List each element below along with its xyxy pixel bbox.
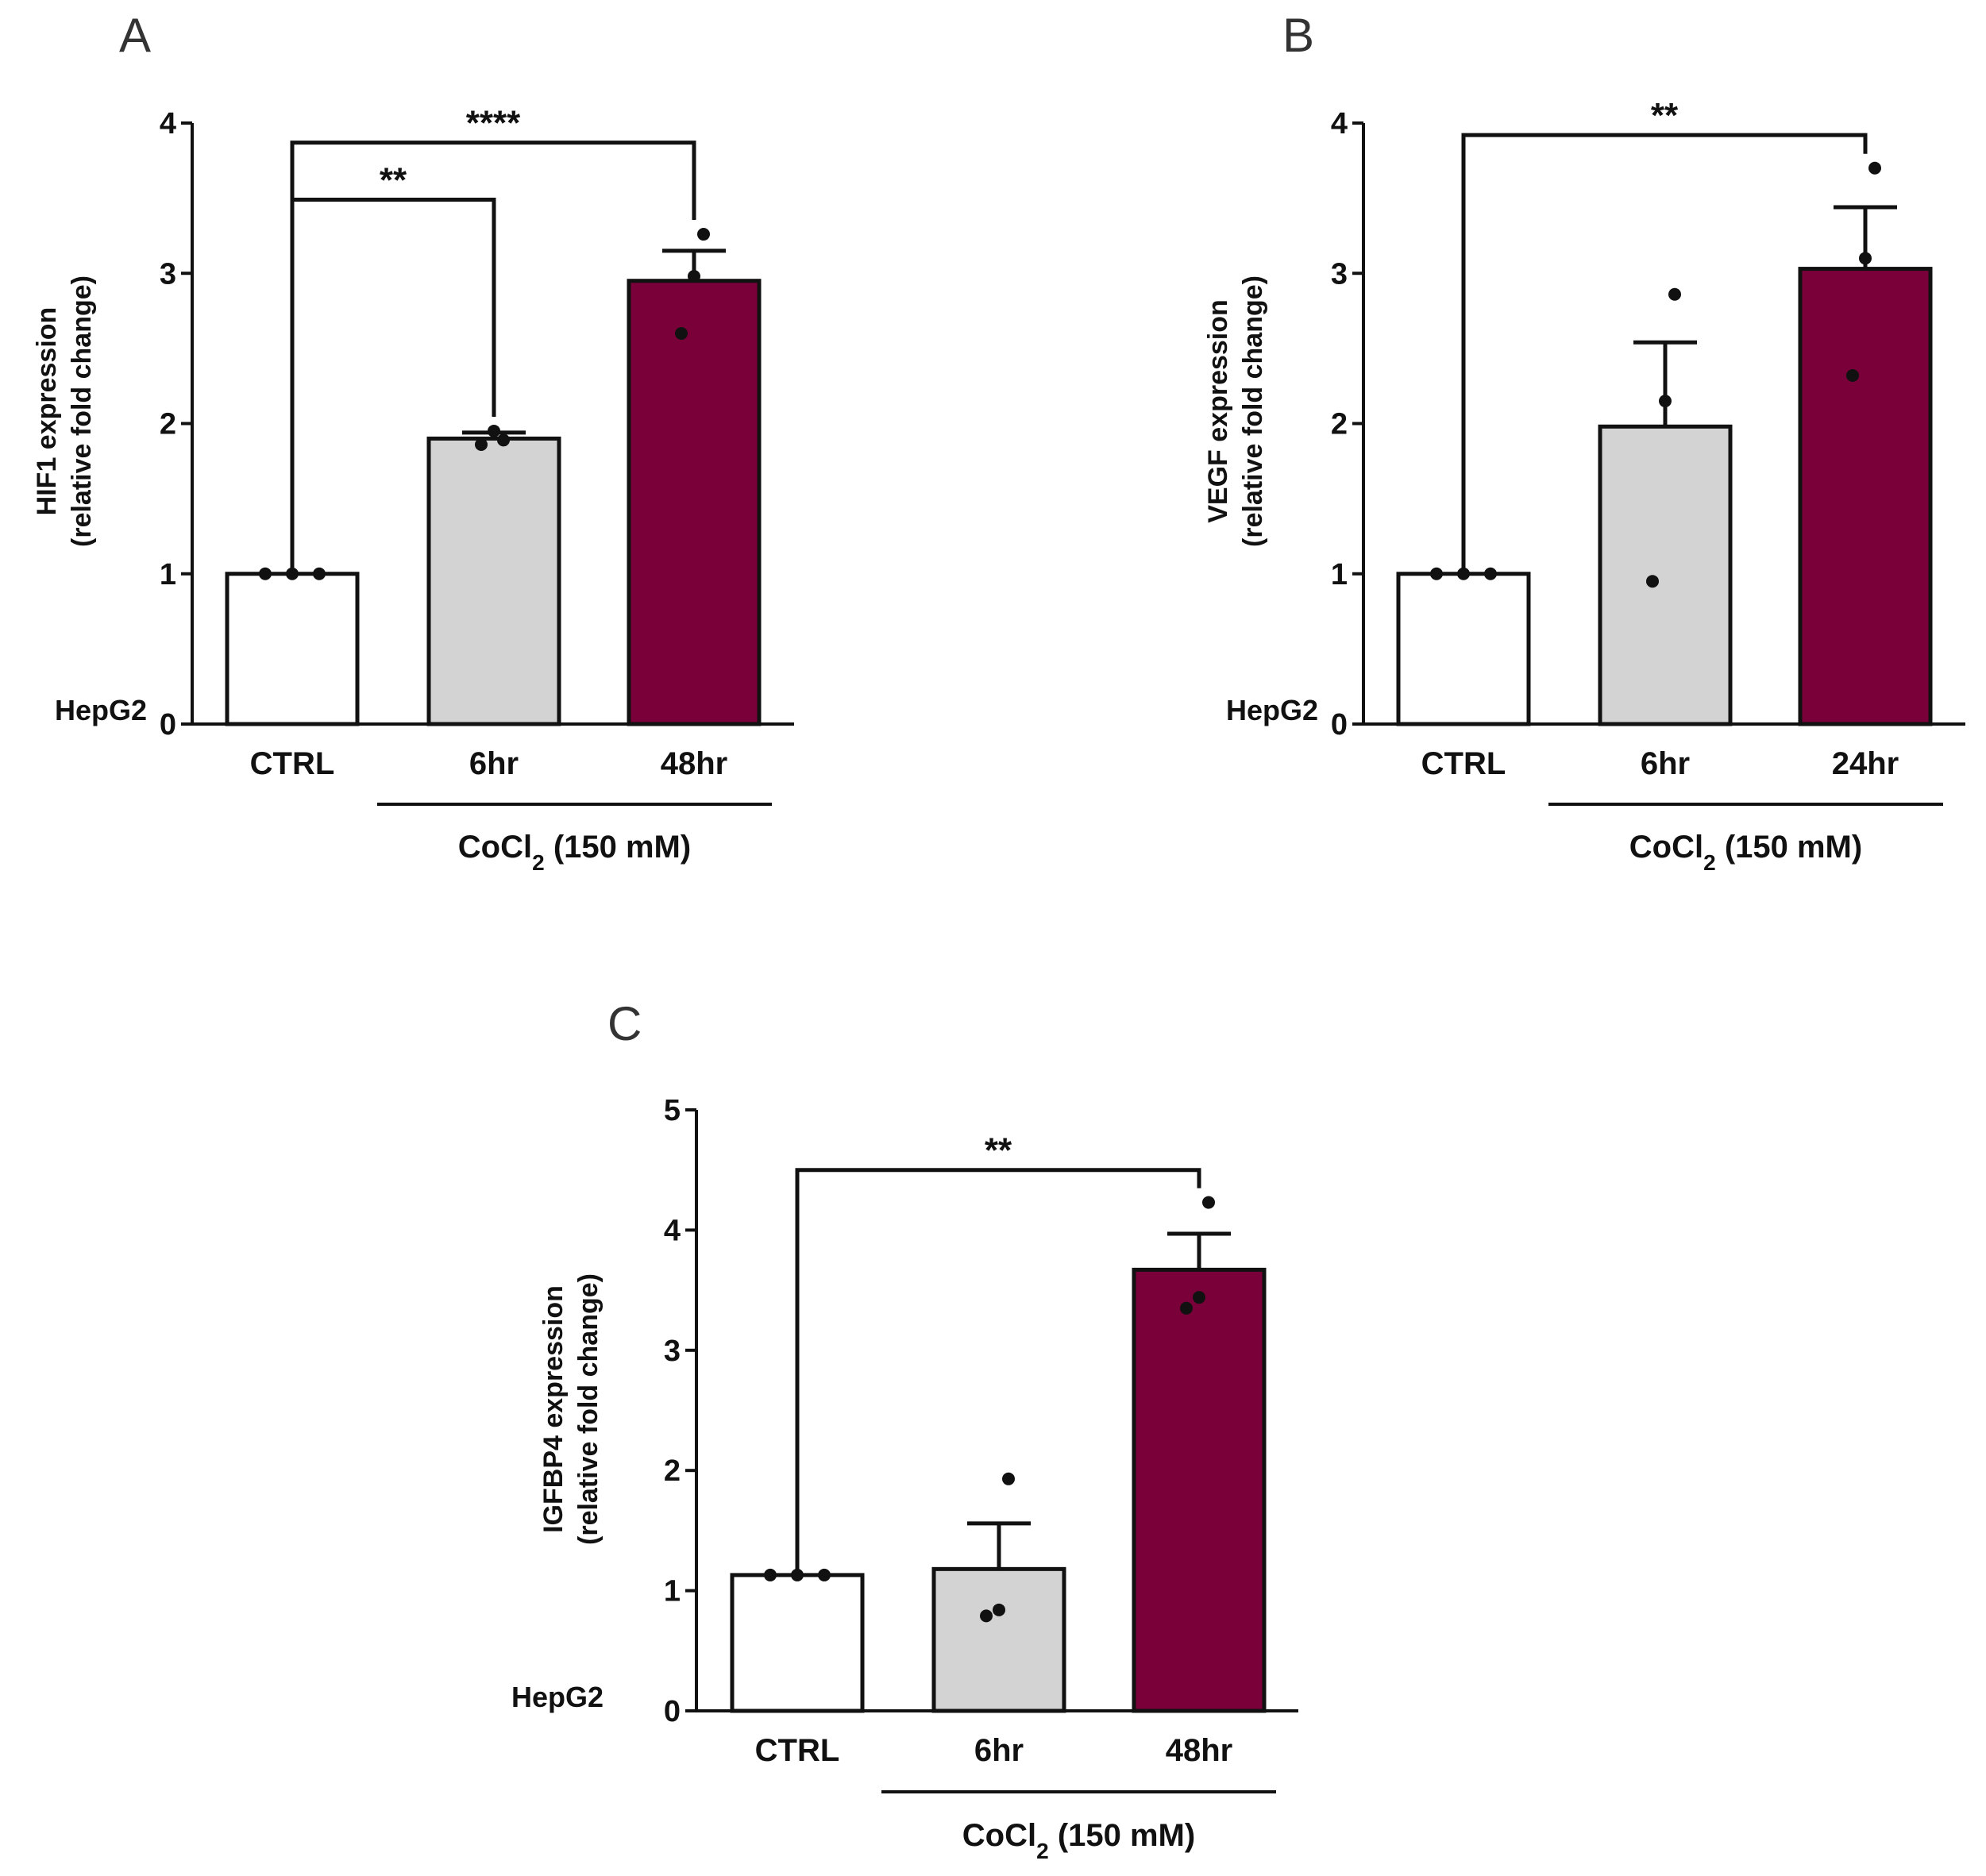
treatment-label-dose: (150 mM): [1049, 1818, 1196, 1853]
y-tick-label: 1: [1331, 558, 1348, 591]
y-axis-label: HIF1 expression (relative fold change): [32, 275, 97, 547]
cell-line-label: HepG2: [511, 1681, 604, 1713]
data-point: [980, 1609, 993, 1623]
treatment-group-label: CoCl2 (150 mM): [458, 830, 691, 875]
chart-panel-c: C 0 1 2 3 4 5 IGFBP4 expression (relative fold c…: [511, 997, 1298, 1863]
y-tick-label: 4: [1331, 107, 1348, 141]
data-point: [488, 424, 500, 437]
x-tick-label: 6hr: [974, 1733, 1024, 1768]
x-tick-label: 24hr: [1832, 746, 1899, 781]
data-point: [993, 1603, 1005, 1616]
y-tick-label: 4: [160, 107, 176, 141]
bar-48hr: [1132, 1267, 1267, 1713]
y-tick-label: 0: [664, 1695, 681, 1728]
significance-bracket: [795, 1168, 1201, 1574]
treatment-label-subscript: 2: [1036, 1839, 1049, 1863]
data-point: [1859, 252, 1872, 265]
data-point: [697, 228, 710, 241]
chart-panel-a: A 0 1 2 3 4 HIF1 expression (relative fold chan…: [32, 9, 794, 875]
cell-line-label: HepG2: [55, 694, 147, 726]
bar-24hr: [1798, 267, 1933, 726]
y-tick-label: 3: [664, 1335, 681, 1368]
y-tick-label: 3: [1331, 257, 1348, 291]
treatment-label-subscript: 2: [1703, 850, 1716, 875]
y-tick-label: 2: [1331, 408, 1348, 441]
x-tick-label: 6hr: [469, 746, 519, 781]
y-tick-label: 5: [664, 1094, 681, 1127]
treatment-label-main: CoCl: [1629, 830, 1703, 865]
x-tick-label: CTRL: [1421, 746, 1506, 781]
y-axis-label: IGFBP4 expression (relative fold change): [538, 1273, 604, 1545]
treatment-label-dose: (150 mM): [1716, 830, 1863, 865]
panel-letter: A: [119, 9, 151, 62]
y-tick-label: 4: [664, 1214, 681, 1247]
y-axis-label-line2: (relative fold change): [573, 1273, 604, 1545]
y-axis-label-line1: IGFBP4 expression: [538, 1285, 569, 1533]
significance-label: **: [985, 1131, 1012, 1170]
data-point: [1430, 567, 1443, 580]
treatment-label-main: CoCl: [962, 1818, 1036, 1853]
data-point: [475, 437, 488, 451]
y-tick-label: 2: [160, 408, 176, 441]
data-point: [675, 326, 688, 340]
y-tick-label: 0: [1331, 708, 1348, 742]
data-point: [497, 433, 510, 447]
data-point: [1846, 368, 1859, 382]
y-axis-label: VEGF expression (relative fold change): [1203, 275, 1268, 547]
data-point: [1646, 575, 1659, 588]
panel-letter: B: [1282, 9, 1314, 62]
x-tick-label: 6hr: [1641, 746, 1690, 781]
treatment-group-label: CoCl2 (150 mM): [1629, 830, 1862, 875]
significance-label: **: [1651, 96, 1679, 135]
bar-ctrl: [1396, 572, 1531, 726]
treatment-label-dose: (150 mM): [545, 830, 692, 865]
treatment-label-main: CoCl: [458, 830, 532, 865]
y-axis-label-line1: HIF1 expression: [32, 307, 62, 516]
bar-ctrl: [730, 1573, 865, 1713]
significance-bracket: [1461, 133, 1868, 572]
y-tick-label: 1: [664, 1575, 681, 1608]
data-point: [313, 567, 326, 580]
y-axis-label-line2: (relative fold change): [67, 275, 97, 547]
y-axis-label-line1: VEGF expression: [1203, 299, 1233, 523]
data-point: [1180, 1301, 1193, 1315]
data-point: [259, 567, 272, 580]
data-point: [1193, 1291, 1205, 1304]
data-point: [1659, 395, 1672, 408]
y-tick-label: 2: [664, 1454, 681, 1488]
data-point: [764, 1568, 777, 1581]
bar-6hr: [426, 436, 561, 726]
bar-48hr: [627, 279, 762, 726]
y-tick-label: 0: [160, 708, 176, 742]
data-point: [688, 270, 700, 283]
x-tick-label: CTRL: [250, 746, 335, 781]
data-point: [1202, 1196, 1215, 1209]
significance-label: ****: [466, 104, 521, 143]
data-point: [818, 1568, 831, 1581]
significance-label: **: [380, 161, 407, 200]
data-point: [1868, 161, 1881, 175]
y-tick-label: 3: [160, 257, 176, 291]
x-tick-label: 48hr: [661, 746, 728, 781]
data-point: [1457, 567, 1470, 580]
bar-6hr: [1598, 424, 1733, 726]
cell-line-label: HepG2: [1226, 694, 1318, 726]
panel-letter: C: [607, 997, 642, 1050]
data-point: [286, 567, 299, 580]
significance-bracket: [290, 141, 696, 572]
treatment-label-subscript: 2: [532, 850, 545, 875]
x-tick-label: 48hr: [1166, 1733, 1233, 1768]
chart-panel-b: B 0 1 2 3 4 VEGF expression (relative fold chan…: [1203, 9, 1965, 875]
data-point: [1668, 287, 1681, 301]
data-point: [791, 1568, 804, 1581]
y-tick-label: 1: [160, 558, 176, 591]
treatment-group-label: CoCl2 (150 mM): [962, 1818, 1195, 1863]
bar-6hr: [931, 1566, 1066, 1713]
data-point: [1484, 567, 1497, 580]
x-tick-label: CTRL: [755, 1733, 840, 1768]
bar-ctrl: [225, 572, 360, 726]
data-point: [1002, 1472, 1015, 1485]
y-axis-label-line2: (relative fold change): [1238, 275, 1268, 547]
